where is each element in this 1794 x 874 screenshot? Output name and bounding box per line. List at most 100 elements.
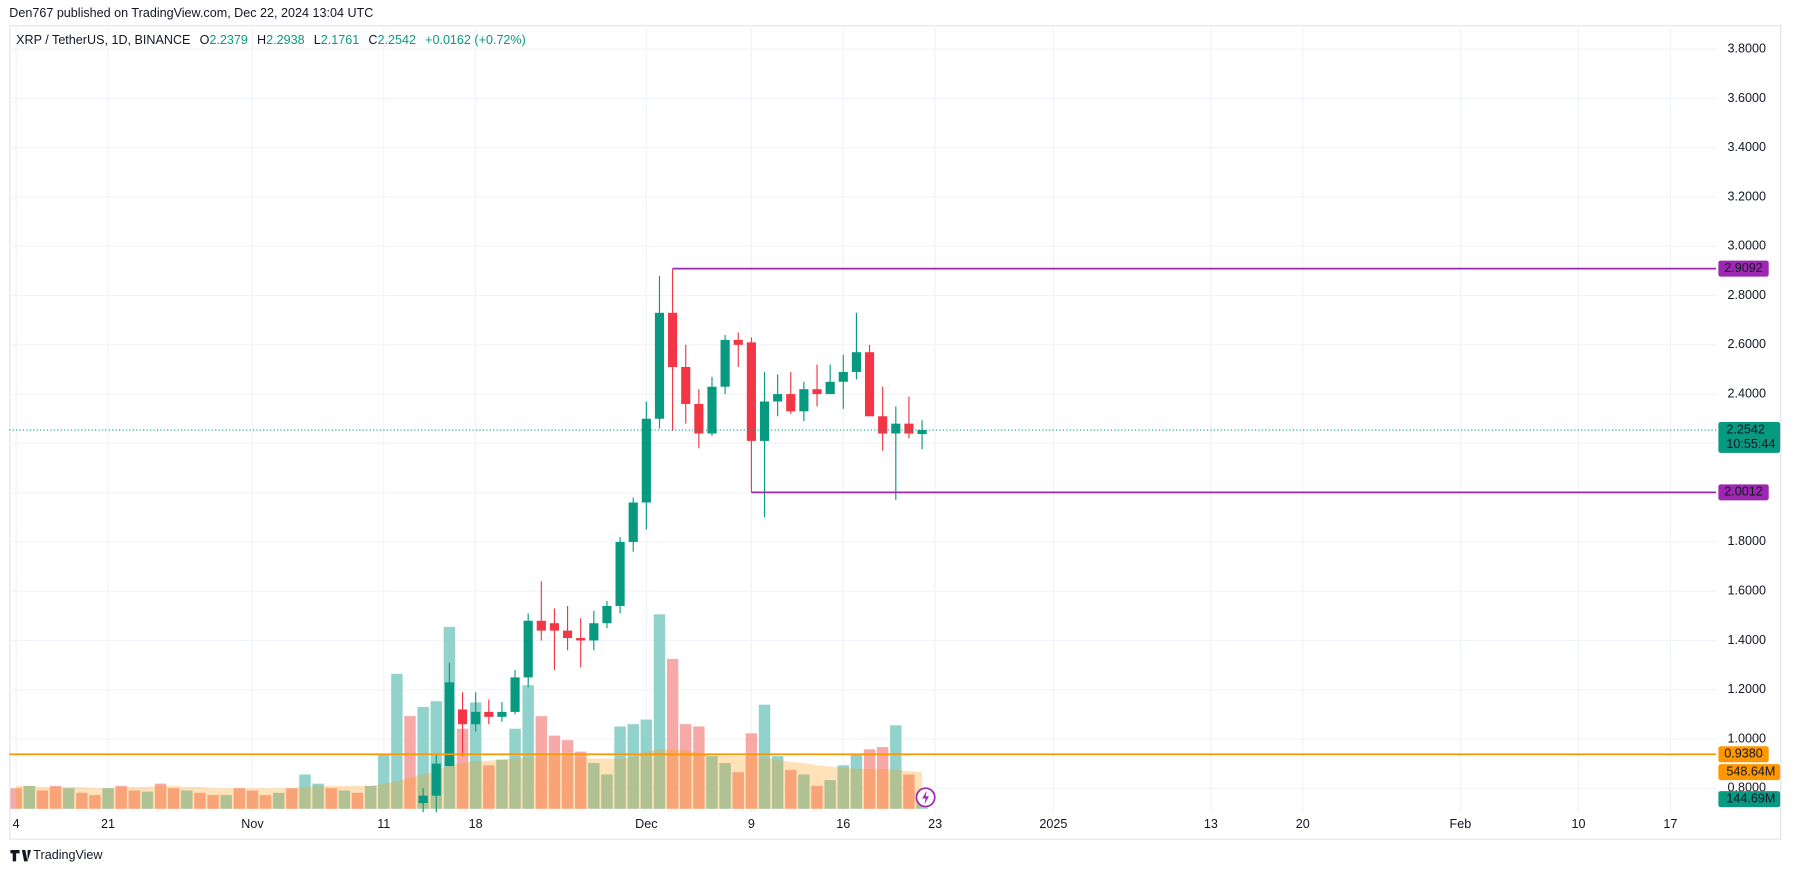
volume-bar: [903, 774, 915, 809]
volume-bar: [351, 792, 364, 809]
volume-bar: [876, 747, 889, 809]
price-badge-bg: [1718, 422, 1781, 453]
volume-bar: [535, 716, 548, 809]
x-tick-label: 17: [1663, 817, 1677, 831]
candle-body: [444, 682, 454, 767]
x-tick-label: Nov: [241, 817, 264, 831]
volume-bar: [181, 790, 193, 809]
x-tick-label: Dec: [635, 817, 657, 831]
volume-bar: [824, 780, 836, 809]
line-badge-bg: [1718, 746, 1769, 763]
volume-bar: [456, 728, 469, 809]
publish-info: Den767 published on TradingView.com, Dec…: [9, 6, 373, 20]
volume-bar: [286, 788, 298, 809]
volume-bar: [627, 724, 639, 809]
y-tick-label: 2.8000: [1728, 288, 1766, 302]
grid: [9, 25, 1717, 813]
volume-bar: [89, 795, 101, 809]
line-badge-bg: [1718, 484, 1769, 501]
volume-bar: [614, 726, 626, 809]
y-tick-label: 1.6000: [1728, 584, 1766, 598]
volume-bar: [509, 728, 521, 809]
candle-body: [431, 763, 441, 796]
y-tick-label: 3.4000: [1728, 140, 1766, 154]
candle-body: [917, 430, 927, 435]
volume-bar: [680, 724, 692, 809]
volume-bar: [167, 788, 180, 809]
y-tick-label: 1.2000: [1728, 682, 1766, 696]
volume-bar: [312, 783, 324, 809]
x-tick-label: 20: [1296, 817, 1310, 831]
volume-bar: [36, 790, 49, 809]
volume-bar: [601, 774, 613, 809]
ohlc-value: 2.1761: [321, 34, 359, 48]
volume-badge-bg: [1718, 791, 1781, 808]
volume-bar: [154, 783, 167, 809]
volume-bar: [863, 749, 876, 809]
candle-body: [602, 605, 612, 624]
x-tick-label: 2025: [1039, 817, 1067, 831]
candle-body: [589, 623, 599, 641]
volume-bar: [785, 769, 797, 809]
y-tick-label: 2.4000: [1728, 386, 1766, 400]
candle-body: [851, 352, 861, 372]
candle-body: [576, 637, 586, 641]
candle-body: [628, 502, 638, 542]
ohlc-value: 2.2542: [377, 34, 415, 48]
x-tick-label: 18: [469, 817, 483, 831]
y-tick-label: 3.8000: [1728, 42, 1766, 56]
candle-body: [864, 352, 875, 417]
x-tick-label: 16: [836, 817, 850, 831]
y-tick-label: 1.8000: [1728, 534, 1766, 548]
volume-bar: [10, 788, 22, 809]
y-tick-label: 1.4000: [1728, 633, 1766, 647]
ohlc-key: C: [368, 34, 377, 48]
candle-body: [497, 711, 507, 717]
volume-bar: [49, 785, 62, 809]
volume-bar: [128, 790, 141, 809]
chart-frame: [9, 25, 1782, 840]
volume-bar: [837, 765, 850, 809]
candle-body: [720, 339, 730, 387]
volume-bar: [548, 735, 561, 809]
ohlc-value: 2.2379: [209, 34, 247, 48]
volume-bar: [233, 788, 246, 809]
candle-body: [536, 620, 546, 631]
candle-body: [641, 418, 651, 503]
volume-bar: [758, 704, 771, 809]
volume-bar: [364, 785, 377, 809]
candle-body: [786, 394, 796, 412]
candle-body: [799, 389, 809, 412]
volume-bar: [745, 733, 758, 809]
change: +0.0162 (+0.72%): [425, 34, 526, 48]
candle-body: [838, 371, 848, 382]
volume-bar: [706, 756, 718, 809]
volume-bar: [76, 792, 88, 809]
volume-bar: [522, 685, 534, 809]
candle-body: [654, 312, 665, 419]
volume-bar: [693, 726, 705, 809]
candle-body: [615, 541, 625, 606]
candle-body: [418, 795, 428, 804]
volume-bar: [62, 788, 75, 809]
volume-bar: [194, 792, 206, 809]
volume-bar: [561, 740, 574, 809]
y-tick-label: 3.0000: [1728, 239, 1766, 253]
volume-bar: [325, 788, 337, 809]
candle-body: [746, 342, 756, 441]
x-tick-label: 23: [928, 817, 942, 831]
volume-bar: [207, 795, 219, 809]
x-tick-label: 9: [748, 817, 755, 831]
volume-bar: [798, 774, 810, 809]
volume-bar: [273, 792, 285, 809]
candle-body: [733, 339, 743, 345]
countdown: 10:55:44: [1726, 437, 1775, 451]
candle-body: [825, 381, 835, 395]
x-tick-label: 10: [1572, 817, 1586, 831]
volume-bar: [483, 765, 495, 809]
alert-bolt: [922, 790, 930, 805]
candle-body: [681, 366, 691, 404]
volume-bar: [574, 751, 587, 809]
